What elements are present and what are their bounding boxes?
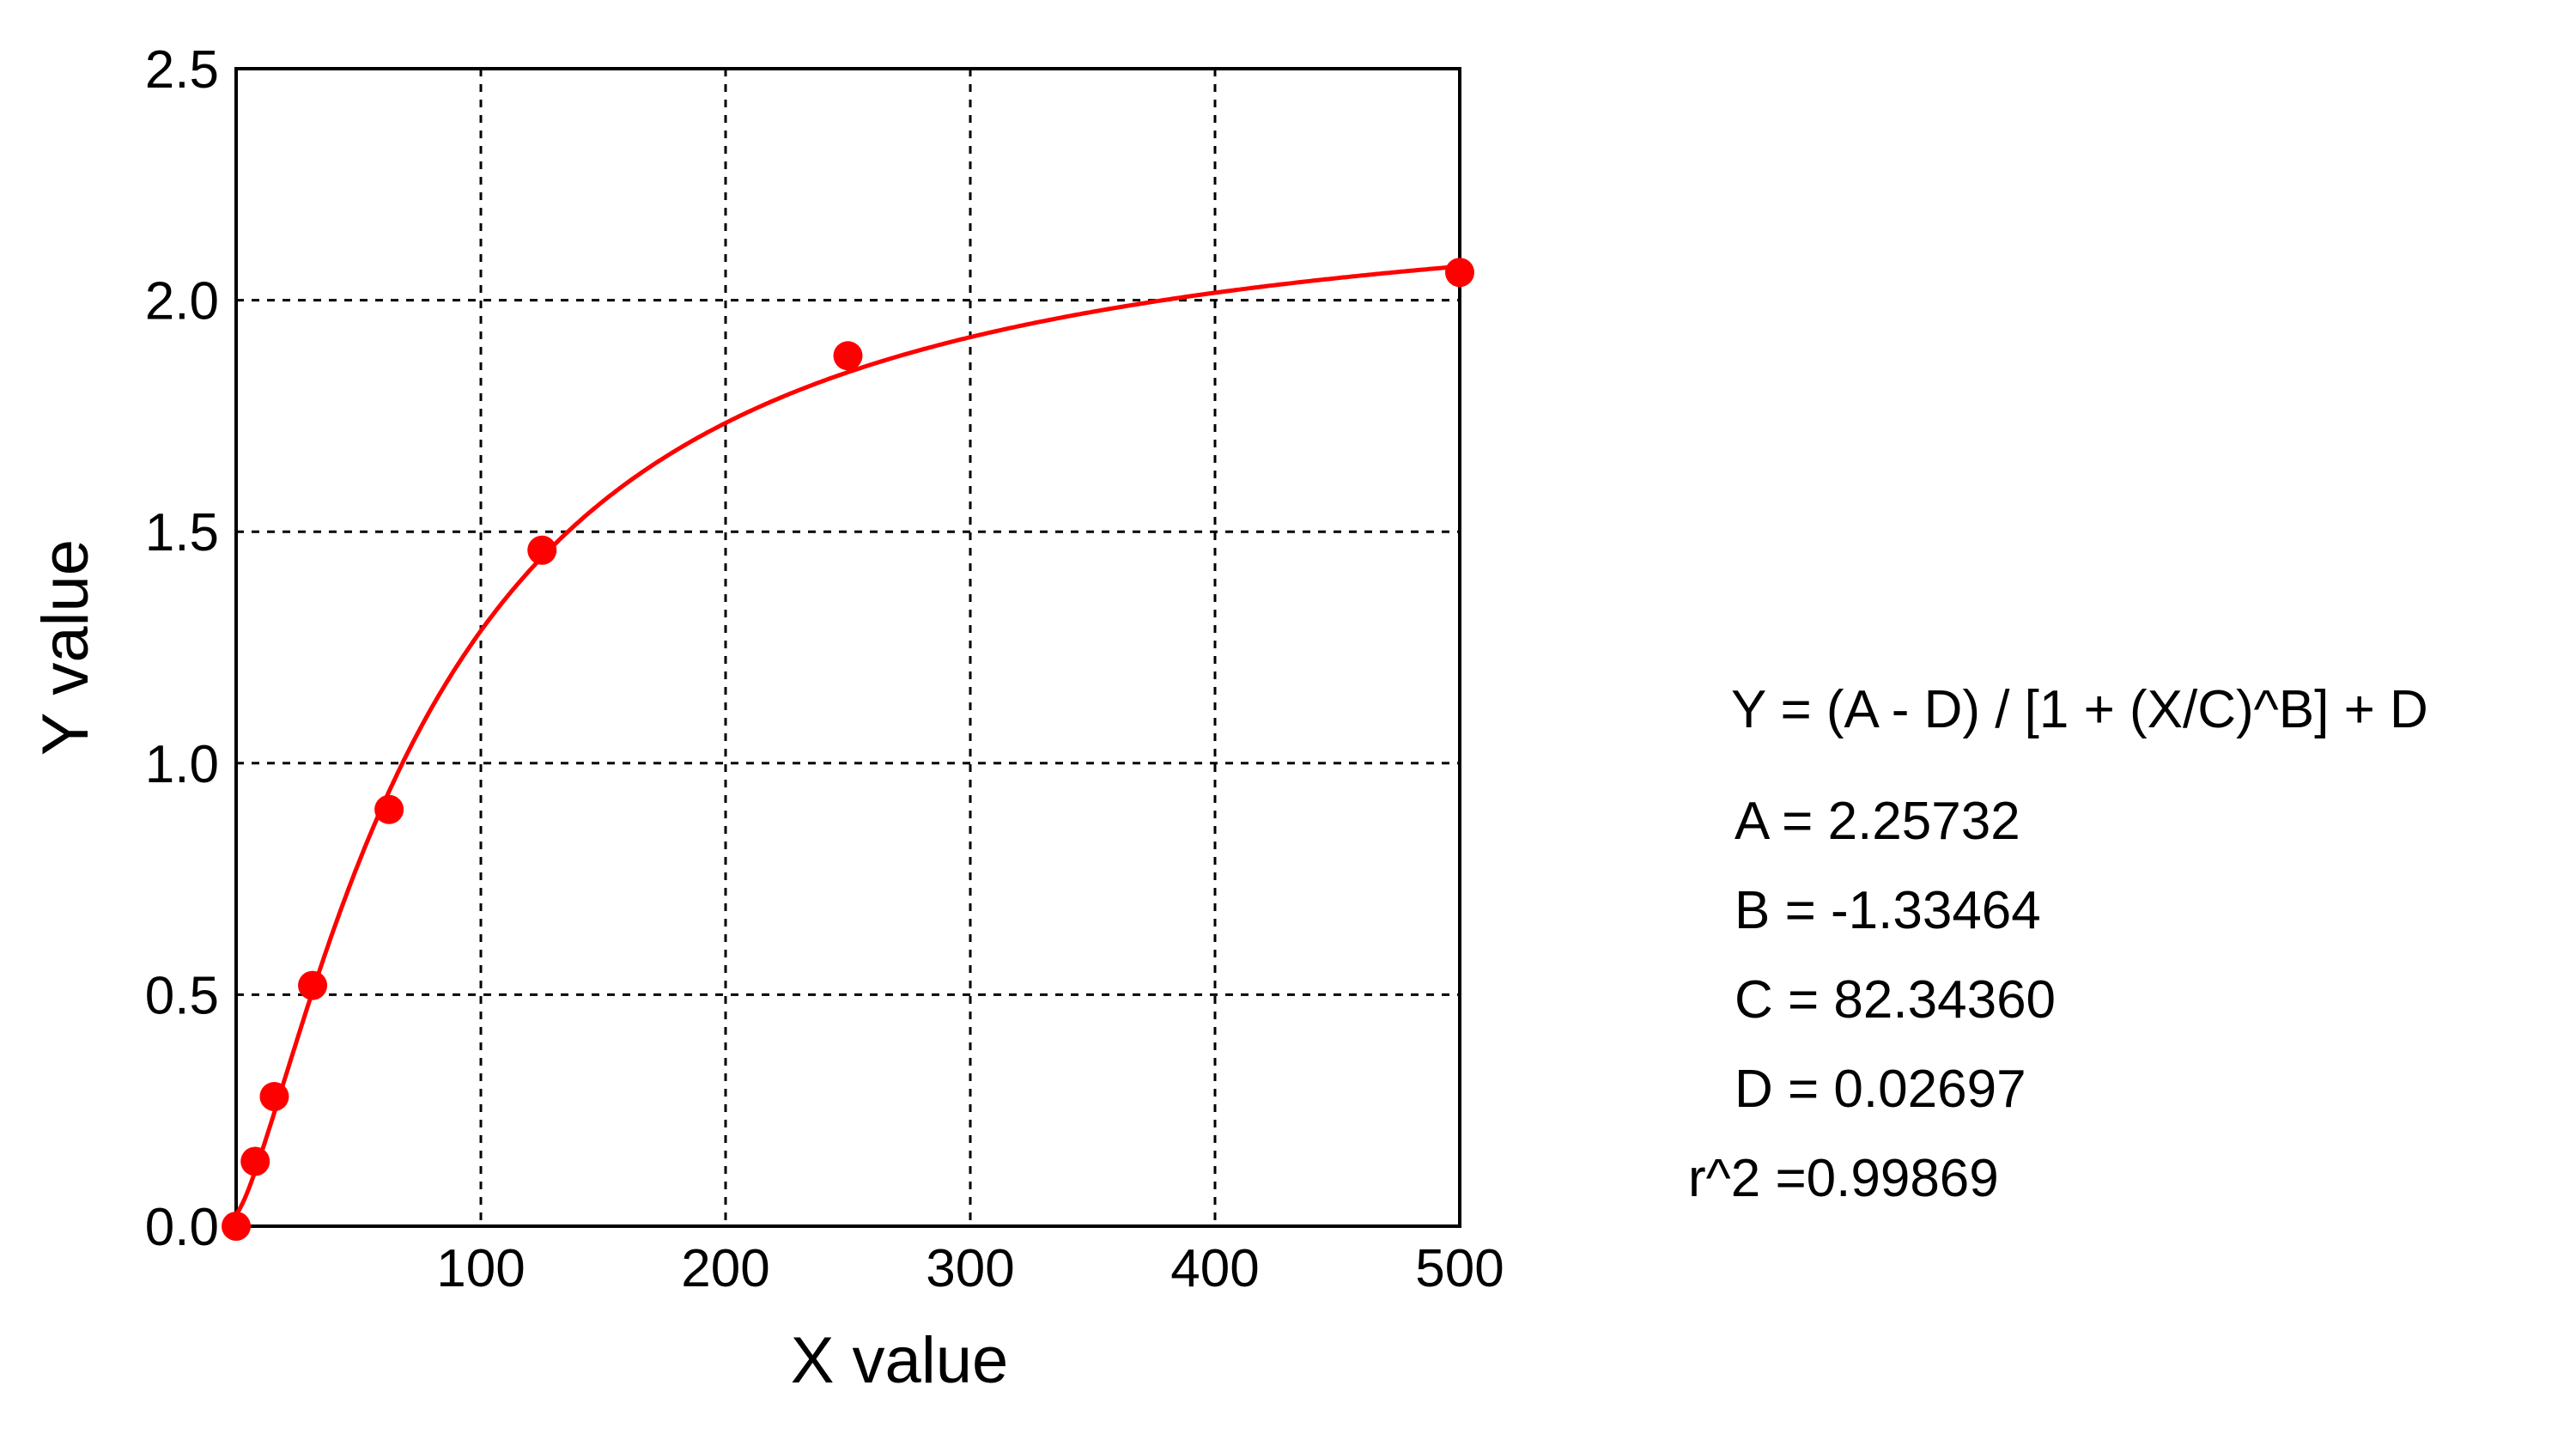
y-tick-label: 0.5 [145, 966, 219, 1025]
y-tick-label: 2.0 [145, 272, 219, 331]
y-tick-label: 1.0 [145, 735, 219, 794]
y-tick-label: 2.5 [145, 40, 219, 100]
x-tick-label: 500 [1415, 1239, 1504, 1298]
data-point [527, 535, 557, 565]
plot-frame [234, 67, 1461, 1228]
x-tick-label: 400 [1170, 1239, 1259, 1298]
data-point [1445, 258, 1474, 288]
parameter-c: C = 82.34360 [1735, 970, 2057, 1030]
r-squared: r^2 =0.99869 [1688, 1149, 1999, 1208]
data-point [374, 794, 404, 824]
y-axis-label: Y value [29, 539, 102, 756]
y-tick-label: 0.0 [145, 1198, 219, 1257]
parameter-b: B = -1.33464 [1735, 881, 2041, 940]
x-tick-label: 200 [681, 1239, 769, 1298]
parameter-d: D = 0.02697 [1735, 1060, 2026, 1119]
data-point [240, 1146, 270, 1176]
x-tick-label: 100 [436, 1239, 525, 1298]
equation-formula: Y = (A - D) / [1 + (X/C)^B] + D [1731, 680, 2428, 739]
y-tick-label: 1.5 [145, 503, 219, 562]
x-axis-label: X value [791, 1324, 1009, 1397]
data-point [833, 341, 863, 371]
parameter-a: A = 2.25732 [1735, 792, 2020, 851]
x-tick-label: 300 [926, 1239, 1014, 1298]
data-point [259, 1082, 289, 1112]
fit-curve [234, 264, 1461, 1216]
data-point [298, 970, 328, 1000]
data-point [222, 1212, 251, 1241]
